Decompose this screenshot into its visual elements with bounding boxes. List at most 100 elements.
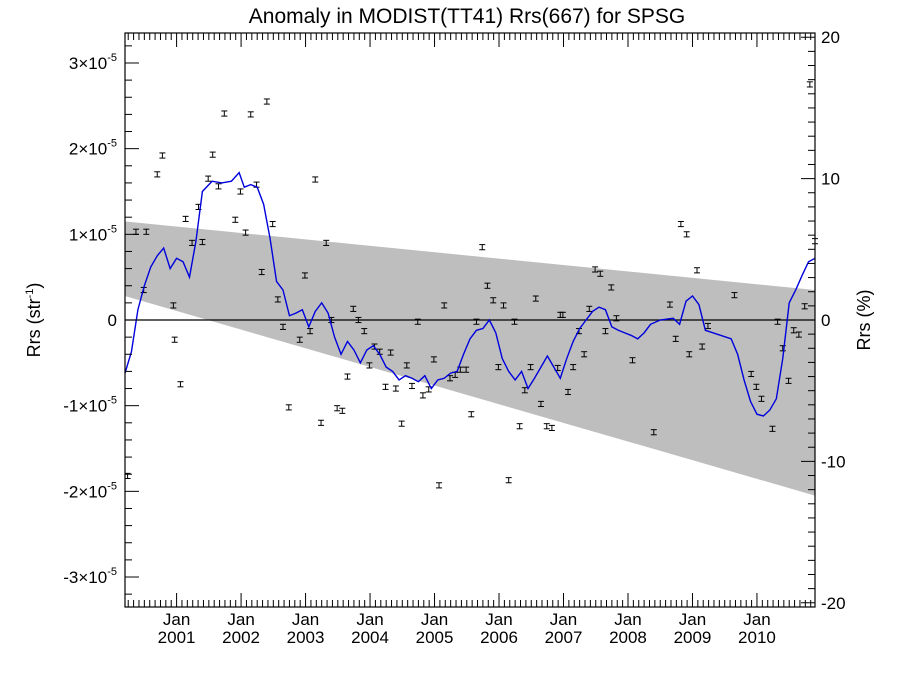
data-point [592,266,599,273]
data-point [527,364,534,371]
data-point [758,395,765,402]
y-axis-label-left-close: ) [24,283,44,289]
y-tick-mantissa: 3 [69,54,78,73]
data-point [650,429,657,436]
data-point [232,216,239,223]
y-axis-label-left: Rrs (str-1) [24,283,44,358]
y-tick-times: ×10 [78,225,107,244]
data-point [511,318,518,325]
y-tick-label: -2×10-5 [63,480,117,501]
data-point [263,98,270,105]
data-point [382,383,389,390]
y-axis-right: -20 -10 0 10 20 [801,28,846,613]
data-point [490,297,497,304]
x-tick-year: 2004 [351,628,389,647]
chart-title: Anomaly in MODIST(TT41) Rrs(667) for SPS… [249,5,685,28]
data-point [790,327,797,334]
y-tick-label: 0 [108,311,117,330]
data-point [159,152,166,159]
y2-tick-label: 0 [821,311,830,330]
data-point [242,229,249,236]
data-point [484,282,491,289]
data-point [699,343,706,350]
y-tick-mantissa: -2 [63,482,78,501]
data-point [258,268,265,276]
data-point [408,382,415,390]
data-point [312,176,319,183]
data-point [666,301,673,308]
data-point [274,296,281,303]
data-point [318,419,325,426]
data-point [748,370,755,378]
y-tick-times: ×10 [78,397,107,416]
data-point [392,385,399,392]
x-tick-month: Jan [743,610,770,629]
x-tick-year: 2006 [480,628,518,647]
data-point [565,388,572,396]
data-point [387,349,394,356]
data-point [795,331,802,338]
data-points [124,81,818,489]
data-point [753,383,760,390]
data-point [548,424,555,432]
data-point [608,284,615,291]
data-point [785,377,792,384]
data-point [361,328,368,335]
y-tick-exponent: -5 [107,223,117,235]
data-point [154,171,161,178]
data-point [199,238,206,246]
y-tick-exponent: -5 [107,566,117,578]
y-tick-times: ×10 [78,568,107,587]
data-point [171,336,178,343]
data-point [414,318,421,325]
x-tick-month: Jan [614,610,641,629]
data-point [296,336,303,343]
x-tick-month: Jan [292,610,319,629]
data-point [339,407,346,414]
data-point [463,366,470,373]
x-tick-year: 2001 [158,628,196,647]
y-axis-label-left-base: Rrs (str [24,298,44,357]
y-tick-label: 1×10-5 [69,223,117,244]
data-point [419,392,426,399]
x-axis: Jan2001Jan2002Jan2003Jan2004Jan2005Jan20… [127,33,812,647]
y-tick-exponent: -5 [107,480,117,492]
y-tick-exponent: -5 [107,138,117,150]
y-axis-label-left-sup: -1 [24,289,36,299]
data-point [537,400,544,408]
data-point [801,303,808,310]
data-point [704,322,711,330]
data-point [774,318,781,325]
data-point [505,477,512,484]
data-point [769,425,776,432]
x-tick-year: 2009 [674,628,712,647]
data-point [221,110,228,117]
data-point [473,318,480,325]
data-point [323,239,330,246]
x-tick-year: 2003 [287,628,325,647]
data-point [177,381,184,388]
data-point [441,302,448,309]
y-tick-exponent: -5 [107,52,117,64]
data-point [350,305,357,312]
data-point [677,220,684,228]
trend-line [124,171,816,417]
data-point [602,328,609,335]
data-point [269,220,276,228]
data-point [344,373,351,380]
data-point [629,357,636,364]
y-axis-label-right: Rrs (%) [854,290,874,351]
x-tick-year: 2002 [222,628,260,647]
data-point [334,405,341,412]
x-tick-month: Jan [679,610,706,629]
y-tick-label: 3×10-5 [69,52,117,73]
data-point [500,302,507,309]
x-tick-month: Jan [227,610,254,629]
data-point [683,231,690,238]
y-tick-mantissa: 2 [69,140,78,159]
data-point [170,302,177,309]
data-point [307,328,314,335]
y-tick-times: ×10 [78,140,107,159]
y-tick-label: -3×10-5 [63,566,117,587]
